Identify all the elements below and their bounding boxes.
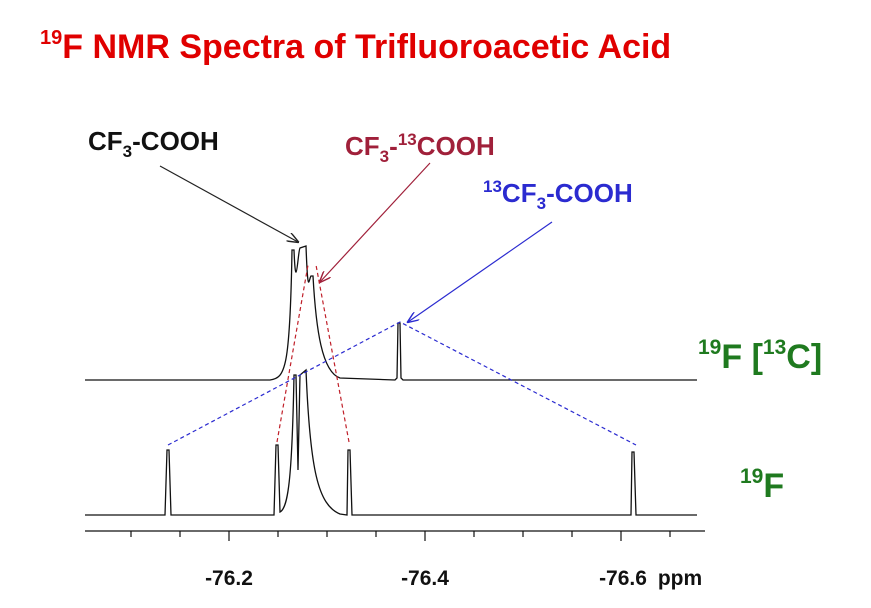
title: 19F NMR Spectra of Trifluoroacetic Acid: [40, 27, 671, 66]
tick-label: -76.4: [401, 567, 449, 590]
arrow: [408, 221, 553, 322]
dashed-guide: [315, 264, 350, 443]
dashed-guide: [167, 321, 637, 446]
spectrum-bottom: [85, 368, 697, 516]
arrow: [320, 162, 431, 282]
trace-label: 19F: [740, 465, 784, 505]
spectrum-top: [85, 245, 697, 381]
arrow: [159, 165, 298, 242]
annotation: CF3-13COOH: [345, 130, 495, 166]
dashed-guide: [276, 264, 309, 443]
x-axis: [85, 530, 705, 541]
tick-label: -76.2: [205, 567, 253, 590]
tick-label: -76.6: [599, 567, 647, 590]
axis-unit: ppm: [658, 567, 702, 590]
trace-label: 19F [13C]: [698, 336, 822, 376]
annotation: CF3-COOH: [88, 126, 219, 161]
annotation: 13CF3-COOH: [483, 177, 633, 213]
